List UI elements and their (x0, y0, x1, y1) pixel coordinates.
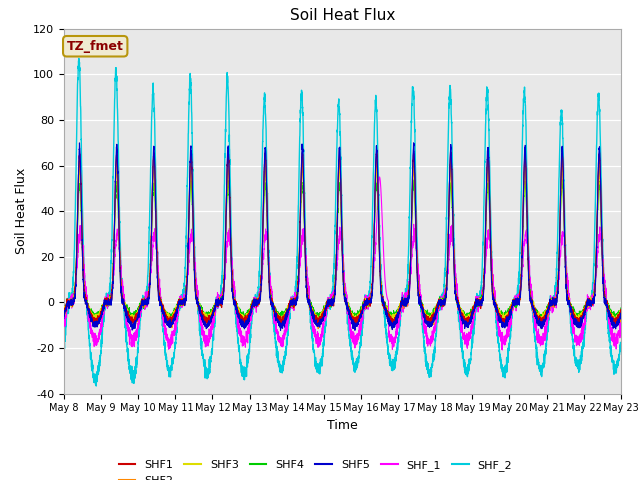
SHF_1 (127, 343, 135, 348)
SHF_2 (617, 344, 625, 349)
SHF5 (329, 302, 337, 308)
SHF1 (617, 308, 625, 314)
SHF_2 (60, 346, 68, 351)
SHF2 (60, 309, 68, 314)
SHF3 (127, 314, 135, 320)
SHF3 (336, 165, 344, 170)
SHF_2 (92, 383, 100, 389)
SHF5 (410, 140, 417, 146)
Y-axis label: Soil Heat Flux: Soil Heat Flux (15, 168, 28, 254)
SHF_1 (329, 289, 337, 295)
SHF4 (410, 177, 417, 183)
Title: Soil Heat Flux: Soil Heat Flux (290, 9, 395, 24)
Line: SHF5: SHF5 (64, 143, 621, 331)
SHF5 (127, 319, 135, 324)
SHF_1 (119, 284, 127, 290)
SHF1 (113, 146, 121, 152)
SHF3 (388, 321, 396, 326)
SHF4 (617, 305, 625, 311)
SHF3 (491, 297, 499, 303)
SHF4 (60, 308, 68, 314)
SHF_1 (60, 322, 68, 327)
SHF1 (119, 300, 127, 306)
SHF4 (329, 298, 337, 303)
SHF5 (617, 316, 625, 322)
SHF4 (119, 297, 127, 303)
SHF_2 (120, 294, 127, 300)
SHF1 (491, 302, 499, 308)
SHF_2 (491, 292, 499, 298)
SHF_1 (499, 347, 506, 353)
SHF4 (351, 319, 359, 324)
Line: SHF_1: SHF_1 (64, 177, 621, 350)
SHF3 (617, 307, 625, 312)
SHF3 (446, 175, 454, 181)
SHF4 (127, 312, 135, 317)
SHF5 (446, 156, 454, 161)
SHF1 (247, 305, 255, 311)
SHF1 (329, 300, 337, 306)
SHF_2 (127, 375, 135, 381)
Text: TZ_fmet: TZ_fmet (67, 40, 124, 53)
SHF2 (127, 318, 135, 324)
SHF2 (119, 300, 127, 305)
SHF1 (60, 311, 68, 316)
SHF3 (329, 298, 337, 303)
SHF2 (329, 297, 337, 302)
SHF_2 (75, 56, 83, 61)
SHF1 (446, 160, 454, 166)
SHF3 (119, 299, 127, 304)
SHF4 (247, 307, 255, 313)
SHF4 (446, 186, 454, 192)
Legend: SHF1, SHF2, SHF3, SHF4, SHF5, SHF_1, SHF_2: SHF1, SHF2, SHF3, SHF4, SHF5, SHF_1, SHF… (114, 456, 516, 480)
SHF_2 (446, 86, 454, 92)
X-axis label: Time: Time (327, 419, 358, 432)
SHF_2 (329, 284, 337, 290)
SHF5 (491, 300, 499, 306)
Line: SHF4: SHF4 (64, 180, 621, 322)
SHF_1 (446, 242, 454, 248)
SHF_1 (491, 292, 499, 298)
Line: SHF1: SHF1 (64, 149, 621, 327)
SHF2 (314, 326, 322, 332)
Line: SHF3: SHF3 (64, 168, 621, 324)
SHF1 (611, 324, 618, 330)
SHF2 (150, 155, 158, 160)
SHF1 (127, 316, 135, 322)
SHF2 (491, 298, 499, 303)
SHF2 (617, 314, 625, 320)
SHF5 (119, 297, 127, 303)
SHF5 (60, 316, 68, 322)
SHF_1 (376, 174, 383, 180)
SHF4 (491, 299, 499, 304)
Line: SHF_2: SHF_2 (64, 59, 621, 386)
SHF5 (247, 310, 255, 316)
SHF3 (247, 309, 255, 314)
SHF2 (247, 310, 255, 315)
SHF_1 (617, 322, 625, 328)
Line: SHF2: SHF2 (64, 157, 621, 329)
SHF_1 (247, 316, 255, 322)
SHF3 (60, 306, 68, 312)
SHF2 (446, 161, 454, 167)
SHF5 (276, 328, 284, 334)
SHF_2 (247, 321, 255, 327)
